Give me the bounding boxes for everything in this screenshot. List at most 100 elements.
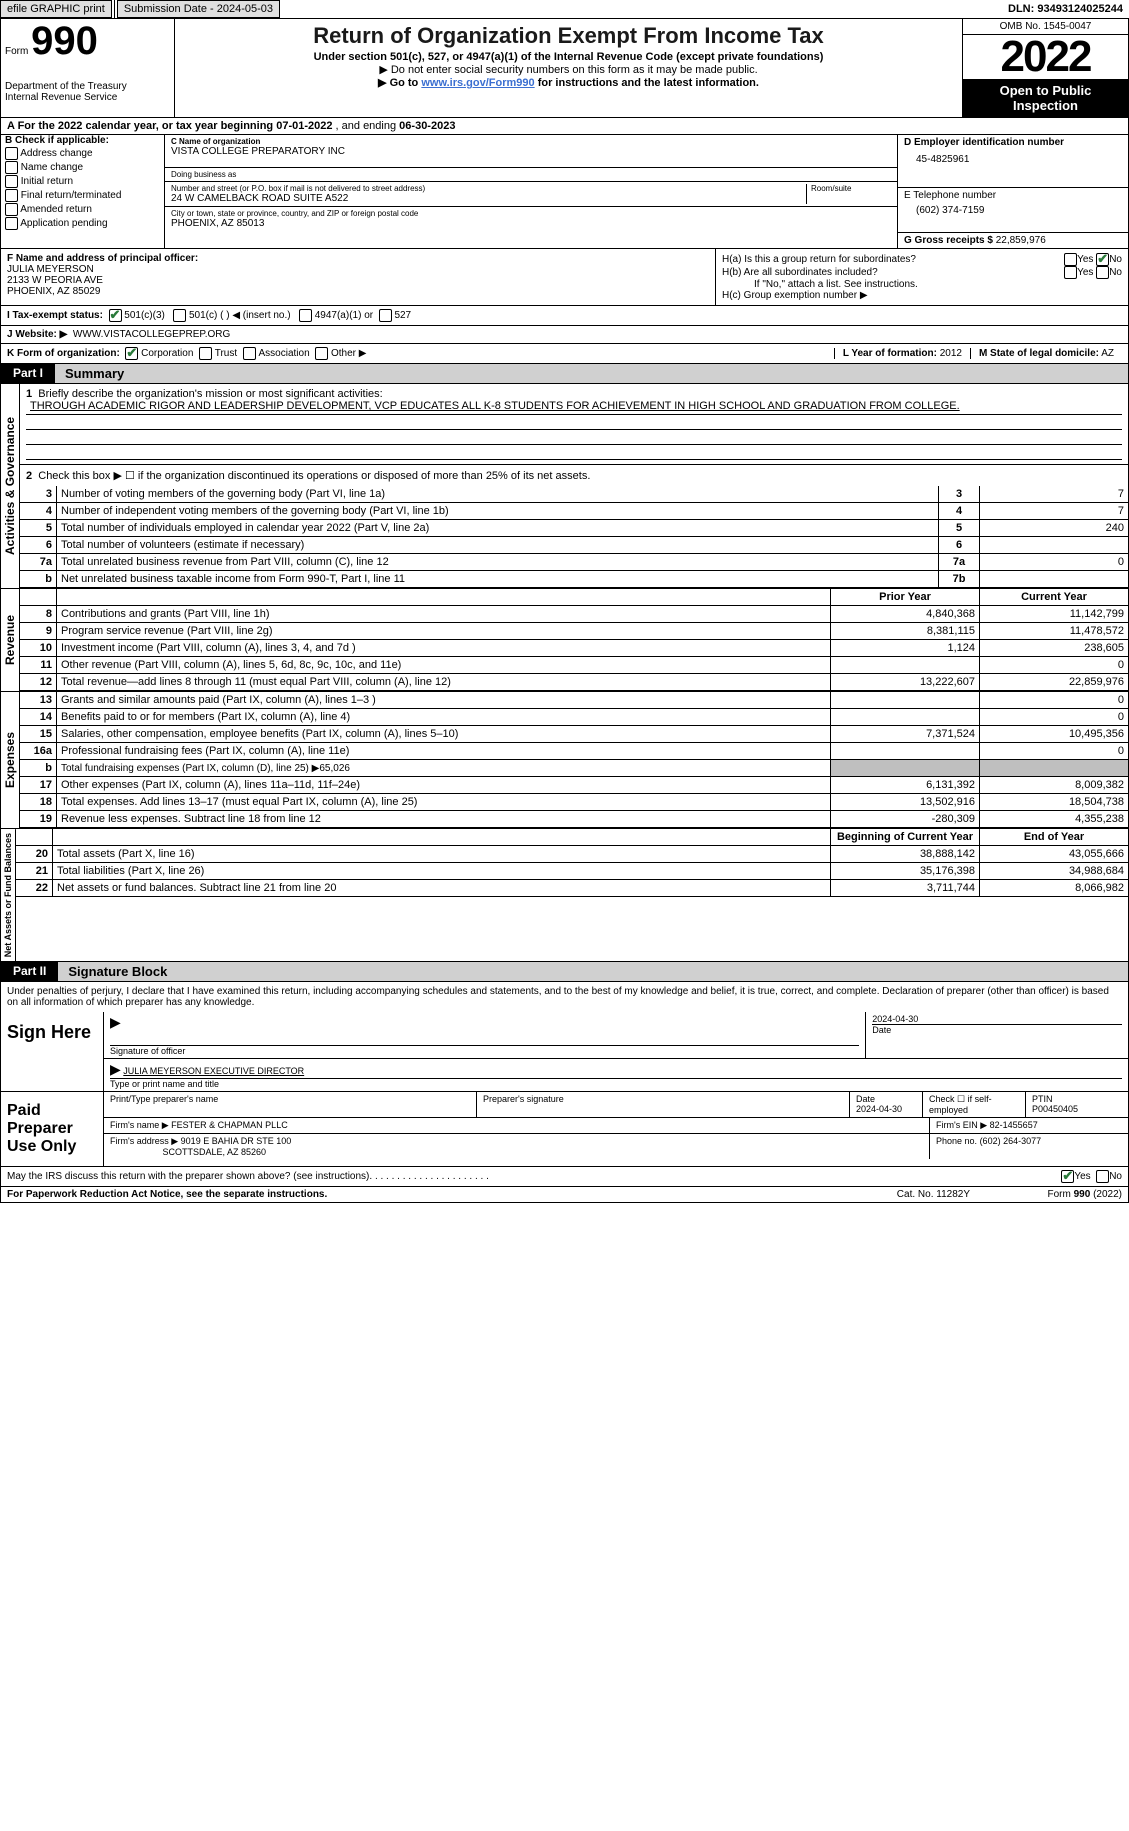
part2-num: Part II: [1, 962, 58, 981]
cb-assoc[interactable]: [243, 347, 256, 360]
cb-501c3[interactable]: [109, 309, 122, 322]
expenses-table: 13Grants and similar amounts paid (Part …: [20, 692, 1128, 828]
subtitle-1: Under section 501(c), 527, or 4947(a)(1)…: [179, 51, 958, 63]
q1-label: Briefly describe the organization's miss…: [38, 388, 382, 400]
sig-officer-label: Signature of officer: [110, 1045, 859, 1056]
dba-label: Doing business as: [165, 167, 897, 179]
ein-cell: D Employer identification number 45-4825…: [898, 135, 1128, 188]
q2-text: Check this box ▶ ☐ if the organization d…: [38, 470, 590, 482]
discuss-no[interactable]: [1096, 1170, 1109, 1183]
cb-application-pending[interactable]: Application pending: [5, 217, 160, 230]
cb-other[interactable]: [315, 347, 328, 360]
ha-label: H(a) Is this a group return for subordin…: [722, 254, 1064, 265]
officer-name: JULIA MEYERSON: [7, 264, 94, 275]
form-foot: Form 990 (2022): [976, 1187, 1128, 1202]
cb-527[interactable]: [379, 309, 392, 322]
prep-sig-label: Preparer's signature: [483, 1094, 564, 1104]
phone-label: Phone no.: [936, 1136, 977, 1146]
sig-date: 2024-04-30: [872, 1014, 918, 1024]
irs-link[interactable]: www.irs.gov/Form990: [421, 77, 534, 89]
dln-label: DLN: 93493124025244: [1008, 3, 1129, 15]
tax-exempt-row: I Tax-exempt status: 501(c)(3) 501(c) ( …: [0, 306, 1129, 326]
firm-name: FESTER & CHAPMAN PLLC: [171, 1120, 288, 1130]
gross-value: 22,859,976: [996, 235, 1046, 246]
form-header: Form 990 Department of the Treasury Inte…: [0, 19, 1129, 118]
mission-text: THROUGH ACADEMIC RIGOR AND LEADERSHIP DE…: [26, 400, 1122, 415]
dept-treasury: Department of the Treasury: [5, 81, 170, 92]
irs-label: Internal Revenue Service: [5, 92, 170, 103]
form-title: Return of Organization Exempt From Incom…: [179, 23, 958, 49]
efile-print-label: efile GRAPHIC print: [0, 0, 112, 18]
row-a-end: 06-30-2023: [399, 120, 455, 132]
street-cell: Number and street (or P.O. box if mail i…: [165, 182, 897, 207]
prep-date-label: Date: [856, 1094, 875, 1104]
net-assets-table: Beginning of Current YearEnd of Year 20T…: [16, 829, 1128, 897]
cb-name-change[interactable]: Name change: [5, 161, 160, 174]
cb-address-change[interactable]: Address change: [5, 147, 160, 160]
officer-name-cell: ▶ JULIA MEYERSON EXECUTIVE DIRECTOR Type…: [104, 1059, 1128, 1091]
prep-name-label: Print/Type preparer's name: [110, 1094, 218, 1104]
city-label: City or town, state or province, country…: [171, 209, 891, 218]
paid-preparer-label: Paid Preparer Use Only: [1, 1092, 104, 1166]
perjury-declaration: Under penalties of perjury, I declare th…: [0, 982, 1129, 1012]
title-box: Return of Organization Exempt From Incom…: [175, 19, 962, 117]
ha-no[interactable]: [1096, 253, 1109, 266]
hdr-beg: Beginning of Current Year: [837, 831, 973, 843]
q2-row: 2 Check this box ▶ ☐ if the organization…: [20, 465, 1128, 486]
part2-header: Part II Signature Block: [0, 962, 1129, 982]
hdr-end: End of Year: [1024, 831, 1084, 843]
check-self: Check ☐ if self-employed: [923, 1092, 1026, 1117]
hb-label: H(b) Are all subordinates included?: [722, 267, 1064, 278]
gross-cell: G Gross receipts $ 22,859,976: [898, 233, 1128, 248]
footer-row: For Paperwork Reduction Act Notice, see …: [0, 1187, 1129, 1203]
hb-yes[interactable]: [1064, 266, 1077, 279]
ag-table: 3Number of voting members of the governi…: [20, 486, 1128, 588]
cb-amended-return[interactable]: Amended return: [5, 203, 160, 216]
sign-here-grid: Sign Here ▶Signature of officer 2024-04-…: [0, 1012, 1129, 1092]
discuss-yes[interactable]: [1061, 1170, 1074, 1183]
tel-cell: E Telephone number (602) 374-7159: [898, 188, 1128, 233]
tel-value: (602) 374-7159: [904, 201, 1122, 216]
net-assets-box: Net Assets or Fund Balances Beginning of…: [0, 829, 1129, 962]
cb-trust[interactable]: [199, 347, 212, 360]
firm-addr2: SCOTTSDALE, AZ 85260: [163, 1147, 267, 1157]
vlabel-rev: Revenue: [1, 589, 20, 691]
group-return: H(a) Is this a group return for subordin…: [715, 249, 1128, 305]
row-a-prefix: A For the 2022 calendar year, or tax yea…: [7, 120, 276, 132]
paid-preparer-grid: Paid Preparer Use Only Print/Type prepar…: [0, 1092, 1129, 1167]
row-a-mid: , and ending: [336, 120, 400, 132]
hdr-curr: Current Year: [1021, 591, 1087, 603]
room-label: Room/suite: [811, 184, 891, 193]
website-url: WWW.VISTACOLLEGEPREP.ORG: [73, 329, 230, 340]
col-c-org-info: C Name of organization VISTA COLLEGE PRE…: [165, 135, 897, 248]
top-bar: efile GRAPHIC print Submission Date - 20…: [0, 0, 1129, 19]
row-j-label: J Website: ▶: [7, 329, 67, 340]
subtitle-3: ▶ Go to www.irs.gov/Form990 for instruct…: [179, 76, 958, 89]
activities-governance-box: Activities & Governance 1 Briefly descri…: [0, 384, 1129, 589]
officer-group-row: F Name and address of principal officer:…: [0, 249, 1129, 306]
col-b-checkboxes: B Check if applicable: Address change Na…: [1, 135, 165, 248]
ha-yes[interactable]: [1064, 253, 1077, 266]
cb-4947[interactable]: [299, 309, 312, 322]
date-label: Date: [872, 1024, 1122, 1035]
form-number: 990: [31, 19, 98, 63]
firm-name-label: Firm's name ▶: [110, 1120, 169, 1130]
cb-final-return[interactable]: Final return/terminated: [5, 189, 160, 202]
hb-note: If "No," attach a list. See instructions…: [722, 279, 1122, 290]
identification-grid: B Check if applicable: Address change Na…: [0, 135, 1129, 249]
principal-officer: F Name and address of principal officer:…: [1, 249, 715, 305]
l-val: 2012: [940, 348, 962, 359]
hb-no[interactable]: [1096, 266, 1109, 279]
phone-val: (602) 264-3077: [980, 1136, 1042, 1146]
cb-initial-return[interactable]: Initial return: [5, 175, 160, 188]
officer-label: F Name and address of principal officer:: [7, 253, 198, 264]
col-d-right: D Employer identification number 45-4825…: [897, 135, 1128, 248]
cb-corp[interactable]: [125, 347, 138, 360]
cb-501c[interactable]: [173, 309, 186, 322]
ein-label: D Employer identification number: [904, 137, 1064, 148]
row-i-label: I Tax-exempt status:: [7, 310, 103, 321]
part1-num: Part I: [1, 364, 55, 383]
expenses-box: Expenses 13Grants and similar amounts pa…: [0, 692, 1129, 829]
firm-ein-label: Firm's EIN ▶: [936, 1120, 987, 1130]
prep-date: 2024-04-30: [856, 1104, 902, 1114]
